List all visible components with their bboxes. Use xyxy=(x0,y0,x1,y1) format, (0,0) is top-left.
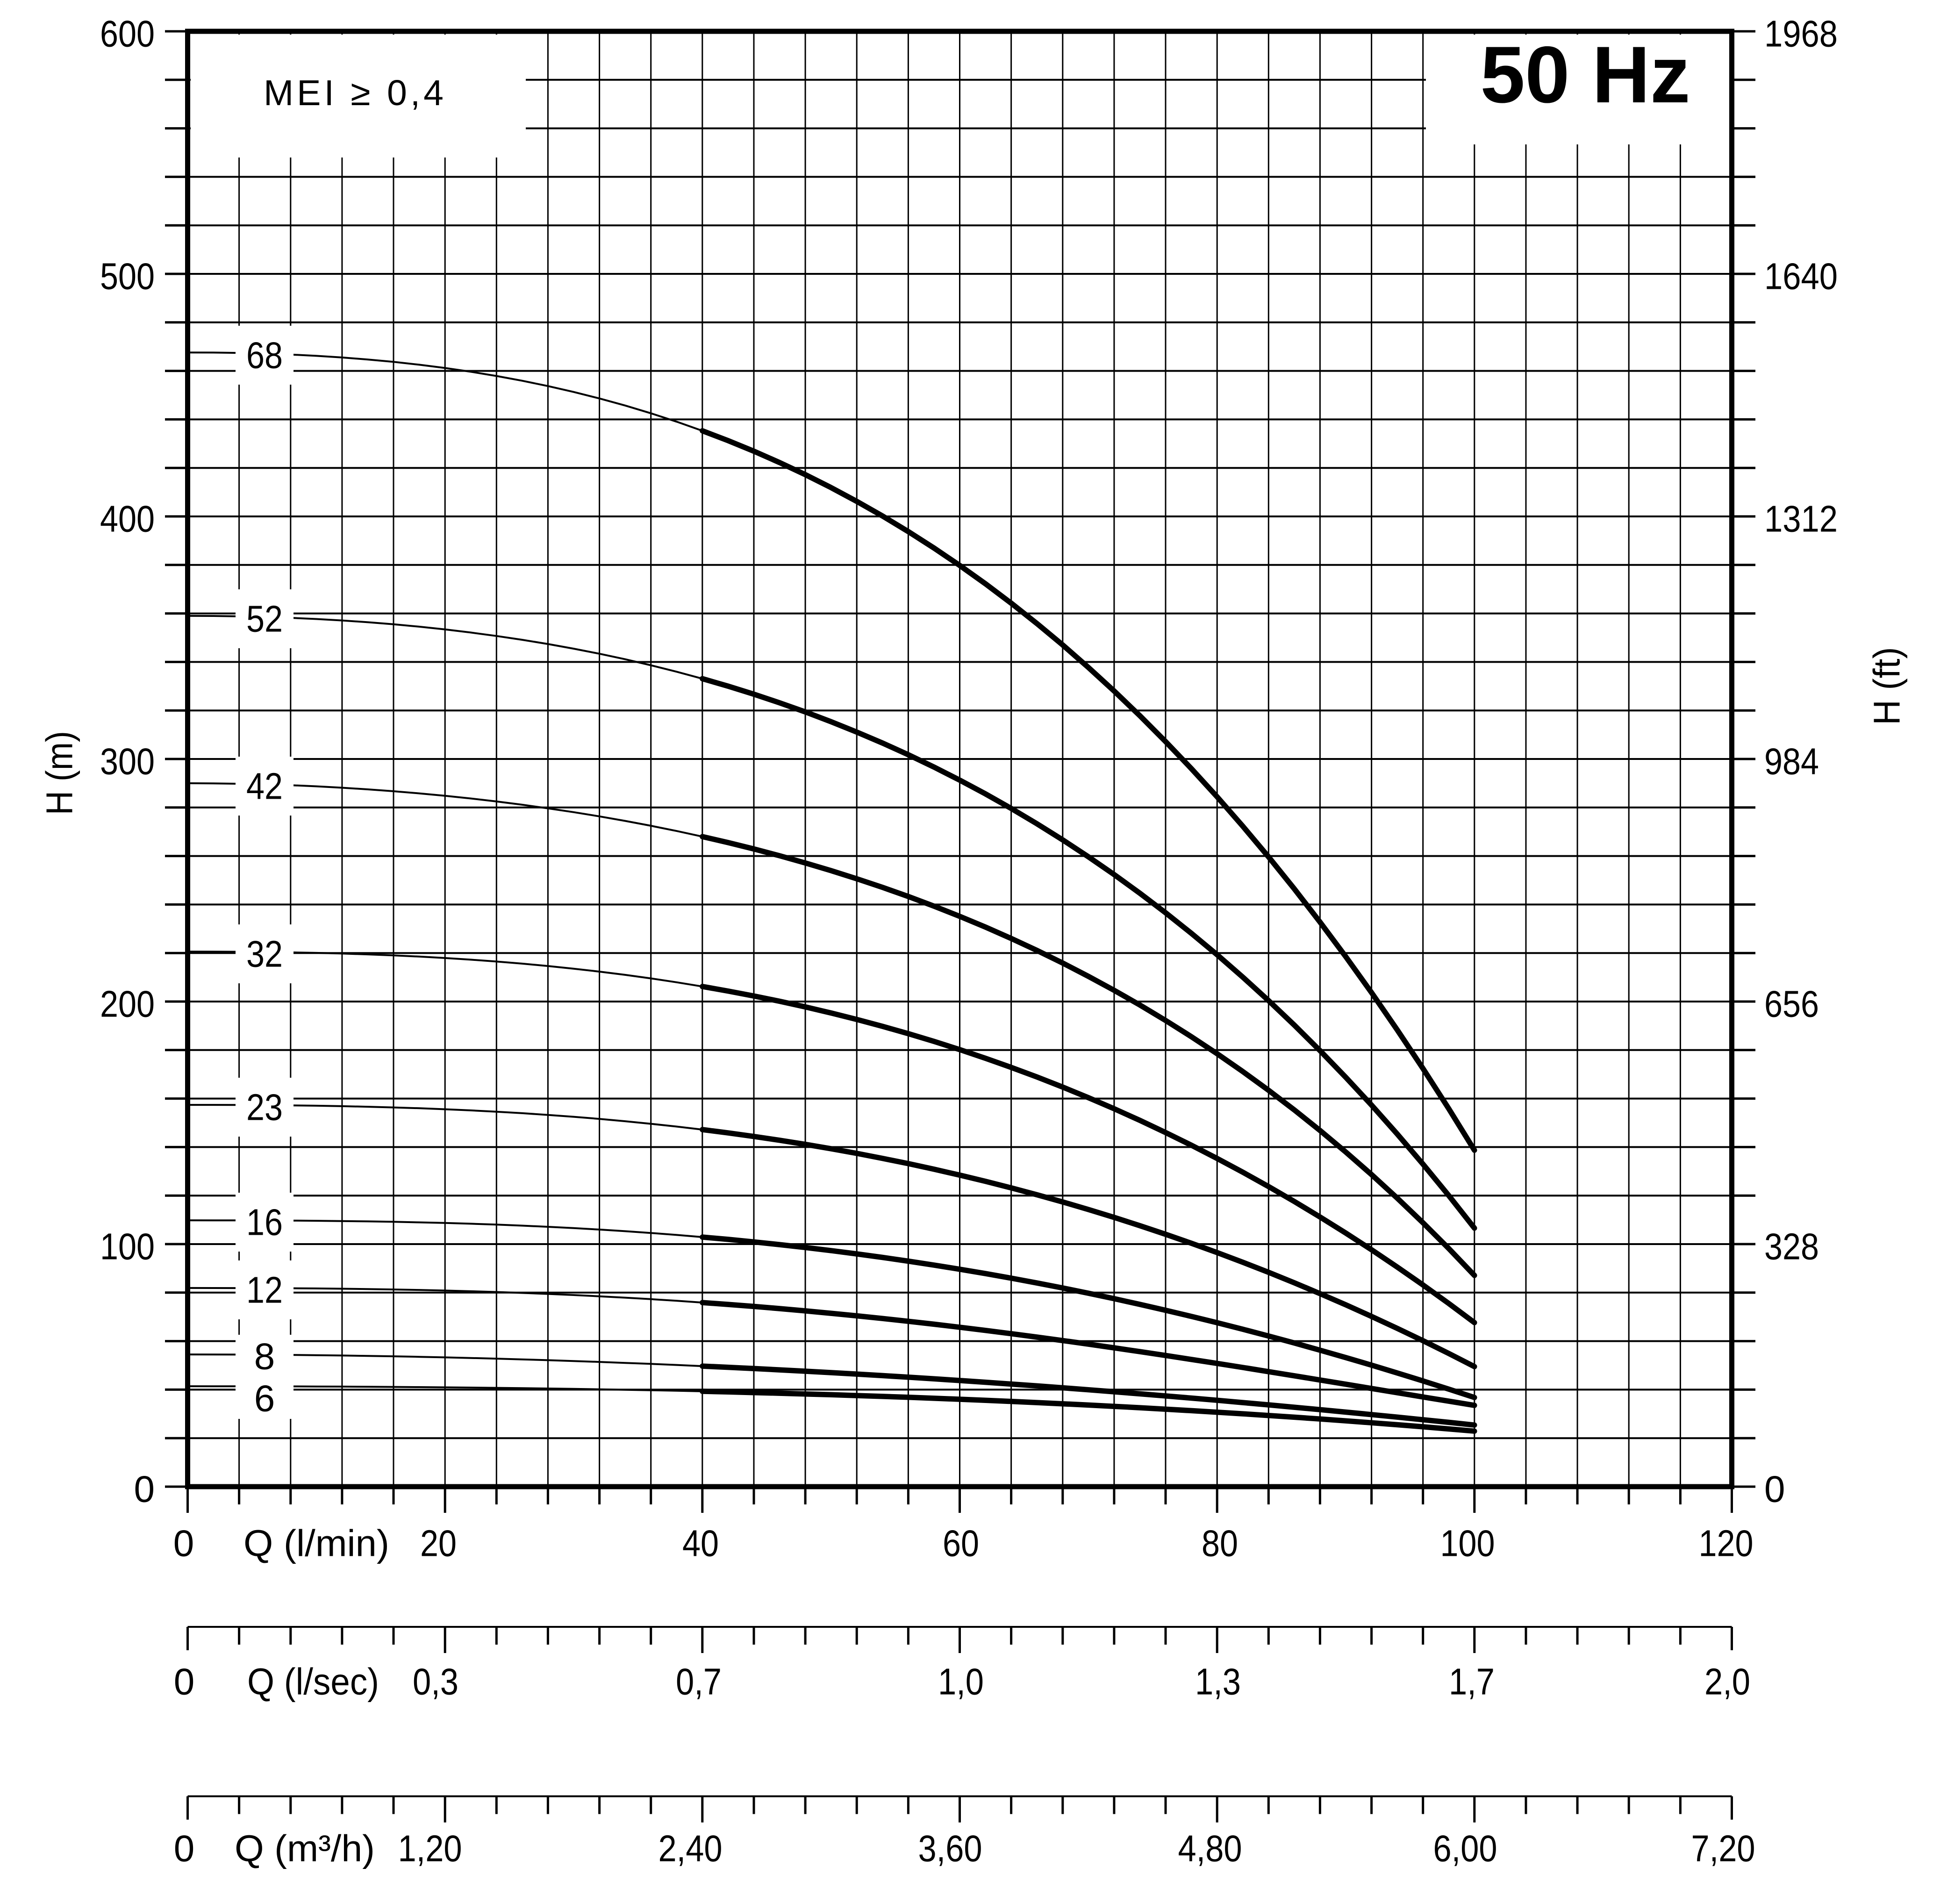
svg-text:Q (l/sec): Q (l/sec) xyxy=(247,1661,379,1703)
svg-text:1,7: 1,7 xyxy=(1449,1661,1495,1703)
svg-text:120: 120 xyxy=(1699,1523,1754,1564)
svg-text:H (m): H (m) xyxy=(39,731,80,815)
svg-text:2,0: 2,0 xyxy=(1704,1661,1750,1703)
svg-text:Q (m³/h): Q (m³/h) xyxy=(235,1828,375,1869)
svg-text:1640: 1640 xyxy=(1764,256,1838,297)
svg-text:6: 6 xyxy=(254,1378,275,1419)
svg-text:16: 16 xyxy=(246,1202,283,1243)
svg-text:0: 0 xyxy=(173,1523,194,1564)
svg-text:100: 100 xyxy=(100,1226,155,1267)
svg-text:1,0: 1,0 xyxy=(938,1661,984,1703)
svg-text:50 Hz: 50 Hz xyxy=(1480,30,1690,120)
svg-text:68: 68 xyxy=(246,335,283,376)
svg-text:52: 52 xyxy=(246,598,283,640)
svg-text:42: 42 xyxy=(246,766,283,807)
svg-text:0,7: 0,7 xyxy=(676,1661,722,1703)
svg-text:60: 60 xyxy=(943,1523,979,1564)
svg-text:32: 32 xyxy=(246,933,283,975)
svg-text:2,40: 2,40 xyxy=(659,1828,723,1869)
svg-text:4,80: 4,80 xyxy=(1178,1828,1242,1869)
svg-text:600: 600 xyxy=(100,13,155,55)
svg-text:0: 0 xyxy=(174,1828,195,1869)
svg-text:40: 40 xyxy=(682,1523,719,1564)
svg-text:7,20: 7,20 xyxy=(1691,1828,1755,1869)
svg-text:12: 12 xyxy=(246,1269,283,1311)
svg-text:500: 500 xyxy=(100,256,155,297)
svg-text:80: 80 xyxy=(1202,1523,1238,1564)
svg-text:200: 200 xyxy=(100,983,155,1025)
svg-text:0,3: 0,3 xyxy=(413,1661,458,1703)
svg-text:6,00: 6,00 xyxy=(1433,1828,1497,1869)
svg-text:20: 20 xyxy=(420,1523,457,1564)
svg-text:Q (l/min): Q (l/min) xyxy=(243,1523,389,1564)
svg-text:328: 328 xyxy=(1764,1226,1819,1267)
svg-text:3,60: 3,60 xyxy=(918,1828,982,1869)
svg-text:400: 400 xyxy=(100,498,155,540)
svg-text:H (ft): H (ft) xyxy=(1866,647,1908,725)
svg-text:1,3: 1,3 xyxy=(1195,1661,1241,1703)
svg-text:23: 23 xyxy=(246,1087,283,1128)
svg-text:1312: 1312 xyxy=(1764,498,1838,540)
svg-text:656: 656 xyxy=(1764,983,1819,1025)
svg-text:300: 300 xyxy=(100,741,155,782)
svg-text:MEI ≥ 0,4: MEI ≥ 0,4 xyxy=(264,73,447,113)
svg-text:100: 100 xyxy=(1440,1523,1495,1564)
svg-text:8: 8 xyxy=(254,1336,275,1377)
svg-text:984: 984 xyxy=(1764,741,1819,782)
svg-text:0: 0 xyxy=(1764,1468,1785,1510)
svg-text:0: 0 xyxy=(134,1468,155,1510)
svg-text:1968: 1968 xyxy=(1764,13,1838,55)
svg-text:0: 0 xyxy=(174,1661,195,1703)
svg-text:1,20: 1,20 xyxy=(398,1828,462,1869)
